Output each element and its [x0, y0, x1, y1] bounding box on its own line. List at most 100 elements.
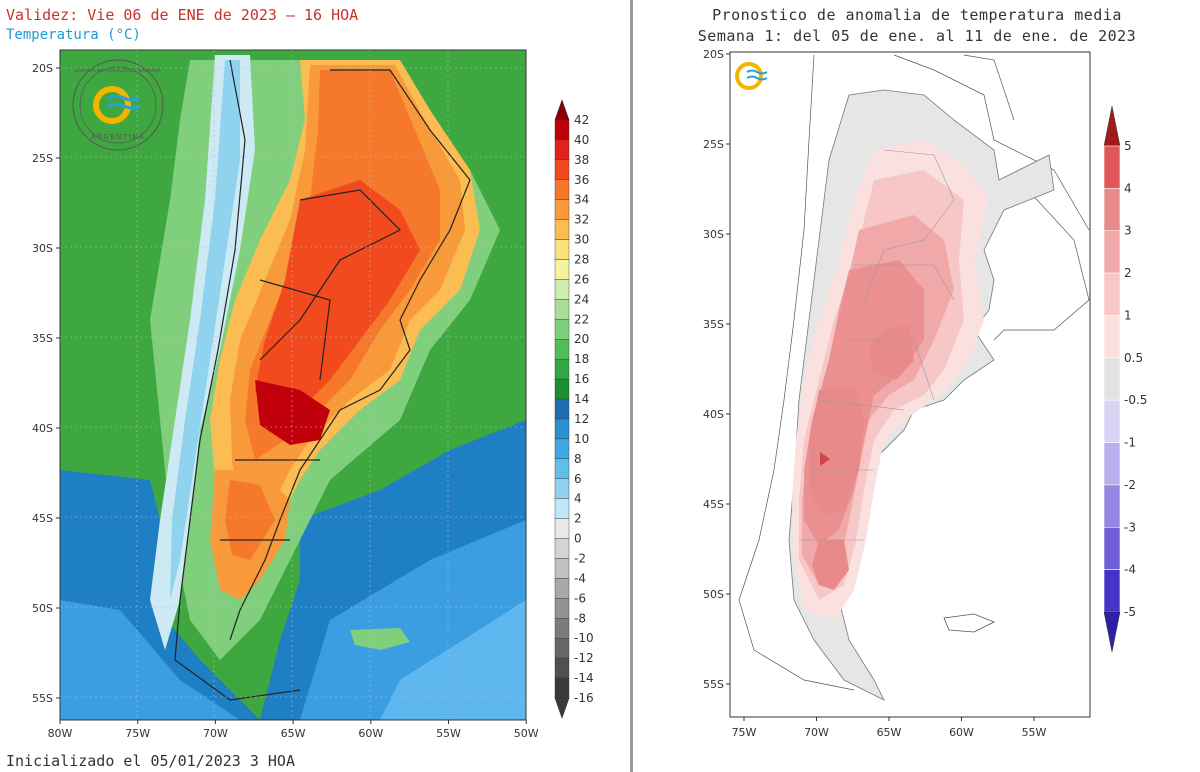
max-anomaly-marker — [820, 452, 830, 466]
colorbar-max-triangle — [554, 99, 570, 121]
panel-divider — [630, 0, 633, 772]
validity-title: Validez: Vie 06 de ENE de 2023 — 16 HOA — [6, 6, 359, 24]
logo-ring-text: SERVICIO METEOROLOGICO NACIONAL — [74, 68, 162, 74]
colorbar-label: 10 — [574, 432, 589, 446]
anomaly-colorbar-label: 3 — [1124, 224, 1132, 238]
colorbar-segment — [554, 378, 570, 400]
anomaly-colorbar-segment — [1103, 399, 1121, 443]
temperature-forecast-panel: Validez: Vie 06 de ENE de 2023 — 16 HOA … — [6, 6, 594, 770]
lon-label: 60W — [358, 727, 383, 740]
anomaly-core-south — [812, 540, 849, 590]
lat-label: 20S — [32, 62, 53, 75]
province-borders — [799, 149, 955, 541]
colorbar-segment — [554, 239, 570, 260]
lat-label: 50S — [703, 588, 724, 601]
anomaly-title-line2: Semana 1: del 05 de ene. al 11 de ene. d… — [697, 27, 1137, 45]
anomaly-colorbar-label: -1 — [1124, 436, 1136, 450]
colorbar-label: 36 — [574, 173, 589, 187]
lat-label: 40S — [32, 422, 53, 435]
colorbar-segment — [554, 358, 570, 380]
lat-label: 30S — [32, 242, 53, 255]
wave-icon — [107, 94, 141, 102]
logo-text: ARGENTINA — [91, 133, 146, 141]
lat-label: 35S — [32, 332, 53, 345]
colorbar-segment — [554, 259, 570, 280]
anomaly-colorbar-label: -5 — [1124, 605, 1136, 619]
anomaly-forecast-panel: Pronostico de anomalia de temperatura me… — [634, 0, 1200, 772]
colorbar-label: 40 — [574, 133, 589, 147]
colorbar-label: 30 — [574, 233, 589, 247]
sun-icon-small — [735, 62, 763, 90]
lat-label: 45S — [703, 498, 724, 511]
colorbar-segment — [554, 578, 570, 599]
lon-label: 75W — [125, 727, 150, 740]
colorbar-segment — [554, 119, 570, 141]
lat-label: 40S — [703, 408, 724, 421]
malvinas-islands — [943, 613, 995, 633]
anomaly-colorbar-segment — [1103, 188, 1121, 232]
anomaly-colorbar-segment — [1103, 442, 1121, 486]
lon-label: 65W — [281, 727, 306, 740]
lon-label: 65W — [877, 726, 902, 739]
anomaly-colorbar-segment — [1103, 569, 1121, 613]
anomaly-colorbar-label: -4 — [1124, 563, 1136, 577]
colorbar-segment — [554, 498, 570, 519]
colorbar-label: -2 — [574, 551, 586, 565]
lat-label: 25S — [32, 152, 53, 165]
colorbar-segment — [554, 139, 570, 161]
colorbar-min-triangle — [554, 697, 570, 719]
colorbar-segment — [554, 458, 570, 479]
colorbar-label: 38 — [574, 153, 589, 167]
lat-label: 35S — [703, 318, 724, 331]
temperature-colorbar: 424038363432302826242220181614121086420-… — [554, 99, 594, 719]
lat-label: 55S — [703, 678, 724, 691]
colorbar-segment — [554, 638, 570, 659]
colorbar-segment — [554, 299, 570, 320]
colorbar-label: -14 — [574, 671, 594, 685]
colorbar-segment — [554, 598, 570, 619]
anomaly-colorbar-max-triangle — [1103, 105, 1121, 147]
colorbar-label: 4 — [574, 492, 582, 506]
anomaly-colorbar-label: 1 — [1124, 308, 1132, 322]
anomaly-colorbar-label: 5 — [1124, 139, 1132, 153]
anomaly-map-frame — [729, 51, 1091, 718]
smn-small-logo — [735, 62, 768, 90]
longitude-labels: 80W 75W 70W 65W 60W 55W 50W — [48, 720, 539, 740]
colorbar-segment — [554, 279, 570, 300]
anomaly-map: 20S 25S 30S 35S 40S 45S 50S 55S 75W 70W 65W 60W 55W… — [703, 48, 1147, 739]
lon-label: 70W — [203, 727, 228, 740]
colorbar-label: -8 — [574, 611, 586, 625]
lon-label: 75W — [732, 726, 757, 739]
colorbar-label: 32 — [574, 213, 589, 227]
colorbar-label: 8 — [574, 452, 582, 466]
colorbar-segment — [554, 398, 570, 420]
lon-label: 70W — [804, 726, 829, 739]
initialized-label: Inicializado el 05/01/2023 3 HOA — [6, 752, 295, 770]
anomaly-colorbar-segment — [1103, 526, 1121, 570]
graticule — [60, 50, 526, 720]
colorbar-segment — [554, 319, 570, 340]
anomaly-colorbar-label: 0.5 — [1124, 351, 1143, 365]
colorbar-segment — [554, 558, 570, 579]
colorbar-label: 34 — [574, 193, 589, 207]
temperature-field — [60, 50, 526, 720]
colorbar-segment — [554, 219, 570, 240]
colorbar-segment — [554, 438, 570, 460]
colorbar-label: -12 — [574, 651, 594, 665]
colorbar-label: 20 — [574, 332, 589, 346]
colorbar-label: 24 — [574, 292, 589, 306]
anomaly-title-line1: Pronostico de anomalia de temperatura me… — [712, 6, 1122, 24]
colorbar-label: 12 — [574, 412, 589, 426]
lon-label: 50W — [514, 727, 539, 740]
smn-logo: ARGENTINA SERVICIO METEOROLOGICO NACIONA… — [72, 59, 164, 151]
anomaly-colorbar-label: 2 — [1124, 266, 1132, 280]
anomaly-colorbar-label: 4 — [1124, 181, 1132, 195]
lon-label: 55W — [1022, 726, 1047, 739]
anomaly-colorbar-segment — [1103, 315, 1121, 359]
anomaly-longitude-labels: 75W 70W 65W 60W 55W — [732, 717, 1047, 739]
political-borders — [174, 59, 471, 701]
colorbar-label: 42 — [574, 113, 589, 127]
anomaly-colorbar-label: -0.5 — [1124, 393, 1147, 407]
colorbar-label: 2 — [574, 512, 582, 526]
lon-label: 55W — [436, 727, 461, 740]
